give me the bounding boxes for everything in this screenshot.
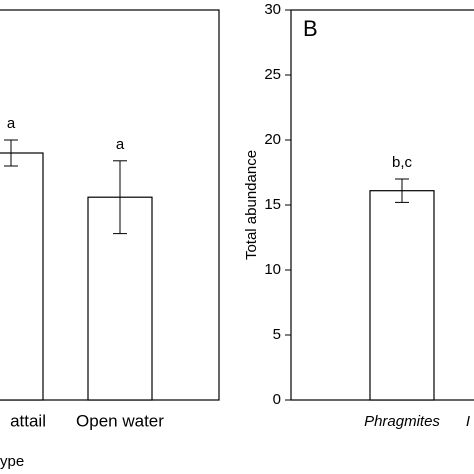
- y-axis-label: Total abundance: [243, 150, 260, 260]
- y-tick-label: 20: [264, 131, 281, 148]
- x-tick-label: I: [466, 413, 470, 430]
- annotation: b,c: [392, 154, 413, 171]
- annotation: a: [116, 136, 125, 153]
- x-axis-label: ype: [0, 453, 24, 470]
- x-tick-label: attail: [10, 411, 46, 430]
- y-tick-label: 0: [273, 391, 281, 408]
- y-tick-label: 5: [273, 326, 281, 343]
- y-tick-label: 10: [264, 261, 281, 278]
- y-tick-label: 30: [264, 1, 281, 18]
- bar: [0, 152, 44, 401]
- bar: [369, 190, 435, 401]
- panel-title: B: [303, 16, 318, 41]
- y-tick-label: 15: [264, 196, 281, 213]
- x-tick-label: Phragmites: [364, 413, 440, 430]
- annotation: a: [7, 115, 16, 132]
- x-tick-label: Open water: [76, 411, 164, 430]
- y-tick-label: 25: [264, 66, 281, 83]
